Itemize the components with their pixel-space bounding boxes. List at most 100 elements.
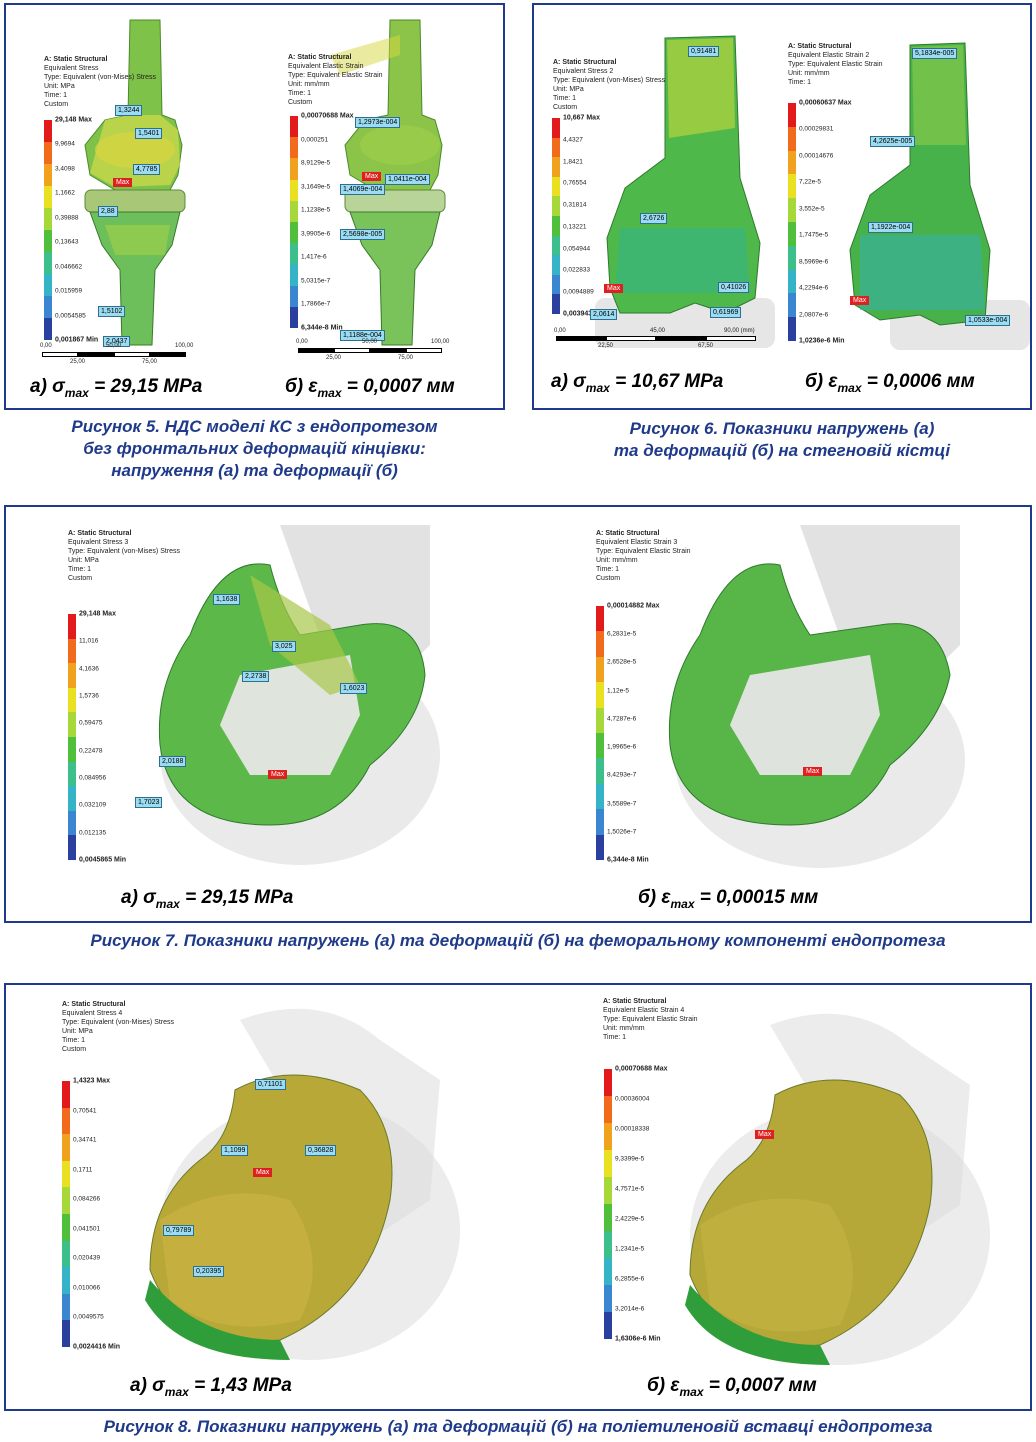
legend-swatch: [44, 208, 52, 230]
probe-label: 2,0614: [590, 309, 618, 320]
info-line: Unit: mm/mm: [596, 557, 638, 564]
legend-swatch: [290, 200, 298, 222]
scale-tick: 0,00: [554, 328, 566, 334]
scale-seg: [556, 336, 606, 341]
legend-label: 0,015959: [55, 287, 83, 295]
legend-label: 0,00014882 Max: [607, 602, 660, 610]
probe-label: 0,20395: [193, 1266, 225, 1277]
info-title: A: Static Structural: [68, 530, 132, 537]
legend-label: 0,010066: [73, 1284, 101, 1292]
legend-swatch: [788, 198, 796, 222]
legend-label: 0,054944: [563, 245, 591, 253]
legend-swatch: [68, 614, 76, 639]
legend-swatch: [788, 126, 796, 151]
legend-swatch: [596, 783, 604, 810]
scale-tick: 50,00: [106, 343, 122, 349]
subcaption-8a: а) σmax = 1,43 MPa: [130, 1375, 292, 1399]
f8a-info: A: Static Structural Equivalent Stress 4…: [62, 1000, 174, 1054]
probe-label: 1,4069e-004: [340, 184, 386, 195]
info-title: A: Static Structural: [788, 43, 852, 50]
figure-6-caption: Рисунок 6. Показники напружень (а) та де…: [532, 418, 1032, 462]
legend-label: 4,1636: [79, 665, 99, 673]
legend-swatch: [604, 1258, 612, 1285]
f5a-info: A: Static Structural Equivalent Stress T…: [44, 55, 156, 109]
max-marker: Max: [362, 172, 382, 181]
info-line: Type: Equivalent Elastic Strain: [788, 61, 883, 68]
probe-label: 4,2625e-005: [870, 136, 916, 147]
legend-label: 2,4229e-5: [615, 1215, 645, 1223]
scale-tick: 100,00: [431, 339, 450, 345]
legend-swatch: [290, 306, 298, 328]
subcaption-sub: max: [670, 896, 695, 911]
legend-label: 8,4293e-7: [607, 771, 637, 779]
legend-label: 0,0094889: [563, 288, 594, 296]
subcaption-text: б) ε: [638, 887, 671, 908]
subcaption-text: = 10,67 MPa: [609, 371, 724, 392]
probe-label: 1,2973e-004: [355, 117, 401, 128]
f5b-info: A: Static Structural Equivalent Elastic …: [288, 53, 383, 107]
scale-seg: [298, 348, 334, 353]
legend-label: 0,00014676: [799, 152, 834, 160]
legend-swatch: [44, 252, 52, 274]
scale-bar: 0,00 45,00 90,00 (mm) 22,50 67,50: [554, 328, 766, 358]
subcaption-6b: б) εmax = 0,0006 мм: [805, 371, 975, 395]
legend-label: 3,1649e-5: [301, 183, 331, 191]
legend-label: 0,012135: [79, 829, 107, 837]
legend-label: 11,016: [79, 637, 99, 645]
femur-model-strain: [849, 42, 1030, 350]
legend-swatch: [604, 1312, 612, 1339]
legend-label: 1,6306e-6 Min: [615, 1335, 661, 1343]
info-line: Equivalent Elastic Strain 4: [603, 1007, 685, 1014]
probe-label: 2,6726: [640, 213, 668, 224]
scale-seg: [706, 336, 756, 341]
legend-label: 4,7571e-5: [615, 1185, 645, 1193]
subcaption-sub: max: [585, 380, 610, 395]
subcaption-text: б) ε: [285, 376, 318, 397]
caption-line: та деформацій (б) на стегновій кістці: [613, 441, 951, 460]
info-line: Equivalent Stress: [44, 65, 99, 72]
info-line: Equivalent Stress 2: [553, 68, 614, 75]
subcaption-sub: max: [317, 385, 342, 400]
legend-label: 0,046662: [55, 263, 83, 271]
info-line: Custom: [44, 101, 69, 108]
legend-swatch: [604, 1123, 612, 1150]
probe-label: 1,1099: [221, 1145, 249, 1156]
probe-label: 1,5102: [98, 306, 126, 317]
legend-label: 1,417e-6: [301, 253, 327, 261]
legend-label: 3,4098: [55, 165, 75, 173]
subcaption-7b: б) εmax = 0,00015 мм: [638, 887, 818, 911]
legend-label: 6,344e-8 Min: [301, 324, 343, 332]
probe-label: 3,025: [272, 641, 296, 652]
max-marker: Max: [850, 296, 870, 305]
scale-tick: 25,00: [70, 359, 86, 365]
subcaption-text: б) ε: [647, 1375, 680, 1396]
info-line: Type: Equivalent (von-Mises) Stress: [44, 74, 157, 81]
legend-label: 3,9905e-6: [301, 230, 331, 238]
subcaption-text: а) σ: [30, 376, 65, 397]
scale-tick: 67,50: [698, 343, 714, 349]
legend-swatch: [788, 221, 796, 246]
legend-swatch: [552, 255, 560, 275]
legend-label: 1,1238e-5: [301, 206, 331, 214]
scale-tick: 25,00: [326, 355, 342, 361]
max-marker: Max: [253, 1168, 273, 1177]
legend-label: 0,022833: [563, 266, 591, 274]
subcaption-sub: max: [837, 380, 862, 395]
subcaption-text: а) σ: [551, 371, 586, 392]
info-title: A: Static Structural: [62, 1001, 126, 1008]
legend-label: 4,7287e-6: [607, 715, 637, 723]
femoral-component-strain: [668, 525, 965, 868]
legend-label: 0,59475: [79, 719, 103, 727]
legend-swatch: [596, 656, 604, 683]
legend-swatch: [596, 707, 604, 733]
legend-label: 0,00029831: [799, 125, 834, 133]
legend-swatch: [552, 235, 560, 256]
legend-label: 0,76554: [563, 179, 587, 187]
legend-swatch: [290, 243, 298, 265]
info-line: Type: Equivalent Elastic Strain: [603, 1016, 698, 1023]
probe-label: 1,1188e-004: [340, 330, 385, 341]
info-line: Equivalent Elastic Strain: [288, 63, 364, 70]
legend-swatch: [604, 1204, 612, 1231]
legend-swatch: [44, 318, 52, 340]
legend-swatch: [44, 142, 52, 164]
